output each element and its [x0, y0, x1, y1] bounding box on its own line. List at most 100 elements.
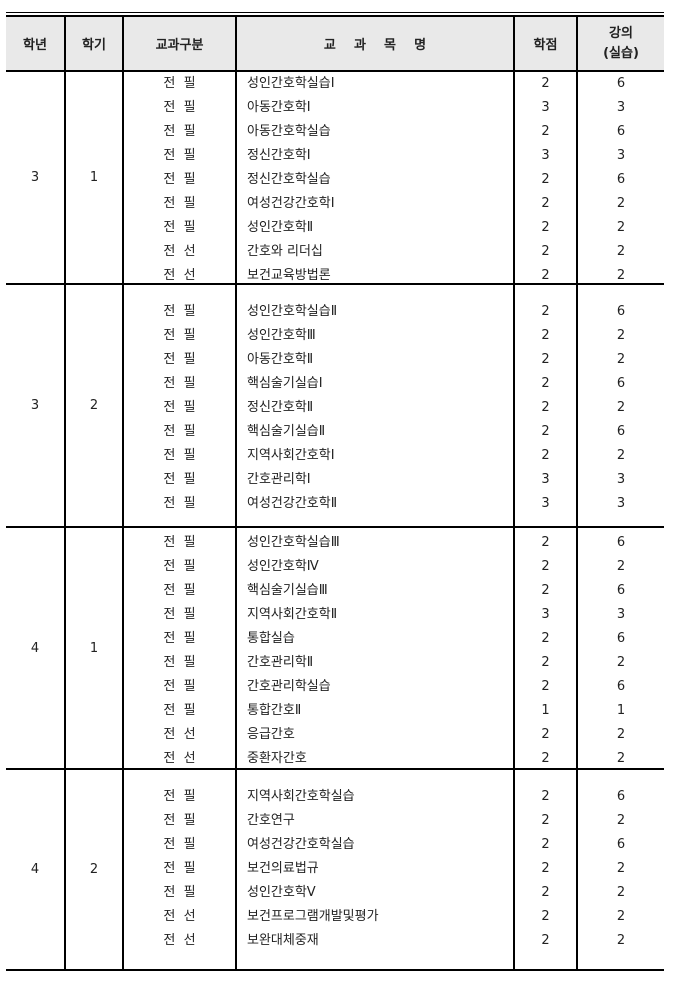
- course-category: 전 필: [163, 631, 196, 646]
- course-name: 보건의료법규: [247, 861, 319, 876]
- course-hours: 3: [616, 100, 626, 115]
- course-hours: 2: [616, 813, 626, 828]
- course-hours-column: 6 3 6 3 6 2 2 2 2: [578, 72, 664, 283]
- course-category: 전 필: [163, 304, 196, 319]
- course-credits: 2: [541, 837, 550, 852]
- course-credits: 2: [541, 400, 550, 415]
- course-name: 성인간호학실습Ⅰ: [247, 76, 335, 91]
- header-lecture: 강의 (실습): [578, 17, 664, 70]
- course-category: 전 선: [163, 751, 196, 766]
- course-hours: 2: [616, 352, 626, 367]
- course-name: 지역사회간호학Ⅰ: [247, 448, 335, 463]
- grade-cell: 3: [6, 285, 66, 526]
- course-name: 보건프로그램개발및평가: [247, 909, 379, 924]
- course-category: 전 필: [163, 885, 196, 900]
- course-hours: 2: [616, 328, 626, 343]
- course-category: 전 선: [163, 244, 196, 259]
- course-credits: 2: [541, 76, 550, 91]
- course-hours: 6: [616, 789, 626, 804]
- course-category: 전 필: [163, 352, 196, 367]
- course-category: 전 필: [163, 496, 196, 511]
- course-category: 전 선: [163, 727, 196, 742]
- header-credits: 학점: [515, 17, 578, 70]
- course-credits: 3: [541, 496, 550, 511]
- course-name: 아동간호학실습: [247, 124, 331, 139]
- course-name: 중환자간호: [247, 751, 307, 766]
- course-credits: 2: [541, 655, 550, 670]
- course-hours: 2: [616, 244, 626, 259]
- course-category: 전 선: [163, 933, 196, 948]
- course-hours: 6: [616, 837, 626, 852]
- course-category: 전 필: [163, 535, 196, 550]
- course-credits: 2: [541, 559, 550, 574]
- course-credits: 2: [541, 535, 550, 550]
- course-category: 전 필: [163, 424, 196, 439]
- course-category: 전 필: [163, 148, 196, 163]
- course-name: 정신간호학Ⅱ: [247, 400, 314, 415]
- course-category: 전 필: [163, 679, 196, 694]
- course-credits: 2: [541, 244, 550, 259]
- course-credits: 2: [541, 933, 550, 948]
- course-credits: 2: [541, 631, 550, 646]
- course-name: 간호연구: [247, 813, 295, 828]
- course-credits: 2: [541, 448, 550, 463]
- semester-cell: 2: [66, 285, 124, 526]
- course-hours: 1: [616, 703, 626, 718]
- course-hours: 2: [616, 400, 626, 415]
- course-hours: 2: [616, 655, 626, 670]
- course-credits: 2: [541, 751, 550, 766]
- course-category: 전 선: [163, 268, 196, 283]
- course-hours: 2: [616, 751, 626, 766]
- course-hours-column: 6 2 6 3 6 2 6 1 2 2: [578, 528, 664, 768]
- course-credits: 2: [541, 861, 550, 876]
- course-credits-column: 2 2 2 3 2 2 2 1 2 2: [515, 528, 578, 768]
- course-credits: 2: [541, 352, 550, 367]
- course-hours: 6: [616, 124, 626, 139]
- course-name: 정신간호학Ⅰ: [247, 148, 311, 163]
- course-name: 통합실습: [247, 631, 295, 646]
- course-category: 전 필: [163, 376, 196, 391]
- semester-cell: 1: [66, 72, 124, 283]
- course-category: 전 필: [163, 813, 196, 828]
- grade-cell: 4: [6, 528, 66, 768]
- course-credits-column: 2 2 2 2 2 2 2 3 3: [515, 285, 578, 526]
- grade-cell: 3: [6, 72, 66, 283]
- course-name-column: 성인간호학실습Ⅲ 성인간호학Ⅳ 핵심술기실습Ⅲ 지역사회간호학Ⅱ 통합실습 간호관리학Ⅱ 간…: [237, 528, 515, 768]
- course-name: 성인간호학Ⅲ: [247, 328, 316, 343]
- header-semester: 학기: [66, 17, 124, 70]
- header-grade: 학년: [6, 17, 66, 70]
- course-name: 핵심술기실습Ⅲ: [247, 583, 328, 598]
- course-credits: 2: [541, 909, 550, 924]
- course-credits: 2: [541, 376, 550, 391]
- course-credits: 3: [541, 100, 550, 115]
- course-name: 성인간호학실습Ⅲ: [247, 535, 340, 550]
- course-credits: 2: [541, 196, 550, 211]
- course-category: 전 필: [163, 196, 196, 211]
- course-credits: 2: [541, 304, 550, 319]
- course-name: 아동간호학Ⅰ: [247, 100, 311, 115]
- course-name: 성인간호학실습Ⅱ: [247, 304, 338, 319]
- course-hours: 3: [616, 607, 626, 622]
- course-hours: 6: [616, 76, 626, 91]
- course-name: 통합간호Ⅱ: [247, 703, 302, 718]
- course-name: 응급간호: [247, 727, 295, 742]
- course-credits: 2: [541, 124, 550, 139]
- course-hours: 6: [616, 304, 626, 319]
- course-name: 여성건강간호학실습: [247, 837, 355, 852]
- course-hours: 6: [616, 376, 626, 391]
- header-category: 교과구분: [124, 17, 237, 70]
- course-credits: 3: [541, 148, 550, 163]
- course-hours: 2: [616, 220, 626, 235]
- course-credits: 1: [541, 703, 550, 718]
- course-name: 정신간호학실습: [247, 172, 331, 187]
- course-name: 핵심술기실습Ⅱ: [247, 424, 326, 439]
- course-hours-column: 6 2 6 2 2 2 2: [578, 770, 664, 969]
